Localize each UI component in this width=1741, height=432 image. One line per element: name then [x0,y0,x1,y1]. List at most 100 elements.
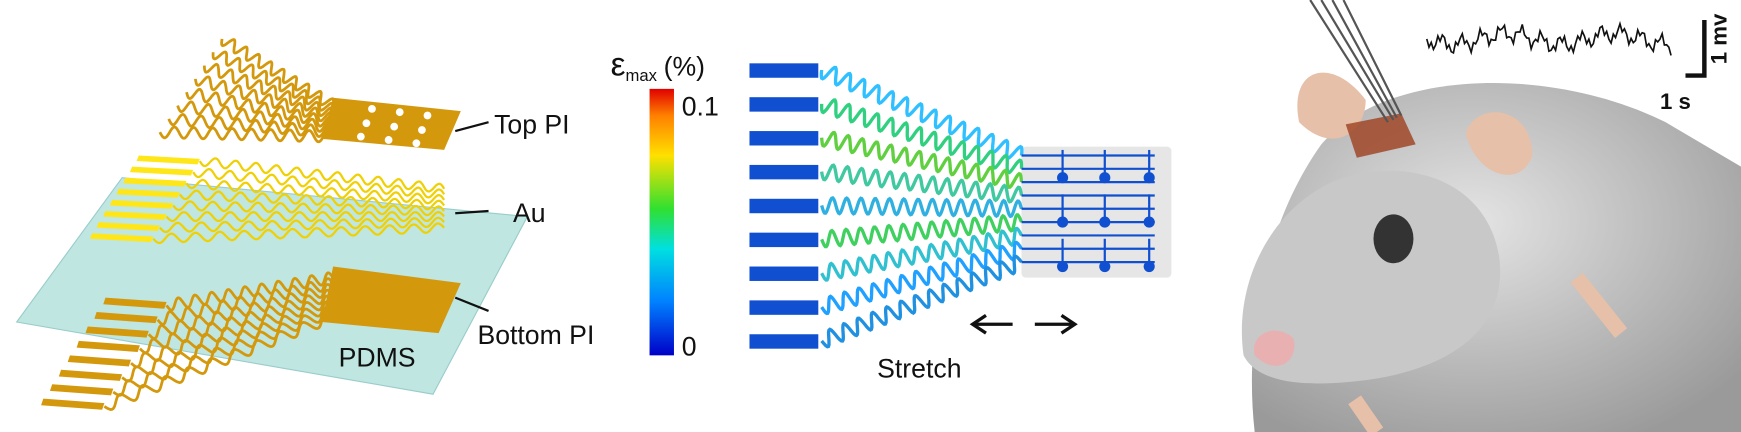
au-contact [109,199,174,209]
hole [423,111,432,120]
bottom-contact [58,369,123,381]
electrode [1143,216,1155,228]
au-contact [96,222,160,231]
bottom-contact [41,398,105,410]
arrow-label: Stretch [877,354,961,384]
strain-trace [819,98,1024,175]
electrode [1057,260,1069,273]
strain-trace [820,195,1024,219]
strain-trace [820,240,1023,316]
signal-trace [1425,20,1672,56]
bottom-contact [76,340,140,353]
top-trace [158,125,335,144]
bottom-contact [49,384,114,396]
contact-pad [749,334,819,349]
contact-pad [749,198,819,214]
strain-trace [820,226,1023,282]
au-trace [185,178,446,205]
top-trace [185,87,335,128]
top-trace [176,100,335,133]
au-contact [103,211,167,220]
rat-ear [1297,72,1366,139]
rat-paw [1348,272,1628,432]
signal-inset [1421,0,1679,74]
serpentine-traces [41,38,446,411]
electrode [1099,216,1111,228]
electrode [1143,172,1155,184]
electrode [1057,172,1069,184]
implant [1345,113,1416,158]
au-contact [89,233,154,243]
au-contact [123,177,187,187]
au-contact [129,166,194,176]
contact-pad [749,131,819,146]
bottom-contact [94,312,158,324]
serpentine-traces [749,63,1155,349]
au-trace [165,210,445,223]
top-trace [167,113,335,138]
top-trace [220,38,335,107]
contact-pad [749,63,819,78]
leader-line [454,121,489,133]
colorbar-label: 0.1 [682,92,719,122]
arrow-head [969,313,987,335]
colorbar-label: 0 [682,331,697,361]
electrode [1057,216,1069,228]
rat-ear [1465,112,1533,175]
hole [384,136,393,144]
hole [418,126,426,134]
strain-trace [820,254,1023,349]
top-pi-pad [321,97,461,150]
scale-label: 1 s [1660,89,1691,114]
top-trace [194,75,335,123]
scale-bar [1685,20,1707,78]
contact-pad [749,232,819,248]
label: Bottom PI [477,320,594,350]
contact-pad [749,164,819,180]
colorbar-title: εmax (%) [611,47,705,86]
right-panel: 1 mv 1 s [1241,0,1741,432]
au-contact [136,155,200,165]
hole-array [356,104,432,148]
au-contact [116,188,180,198]
middle-panel: εmax (%) 0.1 0 Stretch [611,47,1172,384]
cable [1309,0,1403,123]
hole [390,122,399,131]
contact-pad [749,266,819,281]
arrow-head [1060,313,1078,335]
bottom-contact [85,326,149,338]
colorbar [649,88,674,356]
bottom-pi-pad [321,266,461,334]
strain-trace [819,65,1024,160]
symbol: ε [611,47,626,84]
subscript: max [626,66,658,85]
label: Au [513,198,546,228]
strain-trace [820,163,1024,204]
bottom-contact [67,355,132,367]
hole [356,132,365,141]
rat-head [1241,170,1501,384]
rat-eye [1373,214,1414,264]
au-trace [192,168,446,199]
top-trace [202,62,335,118]
strain-trace [819,130,1024,190]
hole [412,139,421,148]
electrode [1099,172,1111,184]
electrode [1143,260,1155,273]
strain-trace [820,213,1024,249]
au-trace [152,222,445,245]
label: PDMS [339,342,416,372]
hole [368,104,376,113]
unit: (%) [664,52,705,82]
scale-label: 1 mv [1707,13,1732,64]
leader-line [455,209,489,215]
left-panel: Top PI Au Bottom PI PDMS [15,38,594,411]
au-trace [172,200,445,217]
top-trace [211,50,335,112]
rat-nose [1253,330,1295,366]
au-trace [198,157,446,193]
hole [362,119,371,128]
au-trace [178,189,446,211]
bottom-contact [103,297,167,309]
